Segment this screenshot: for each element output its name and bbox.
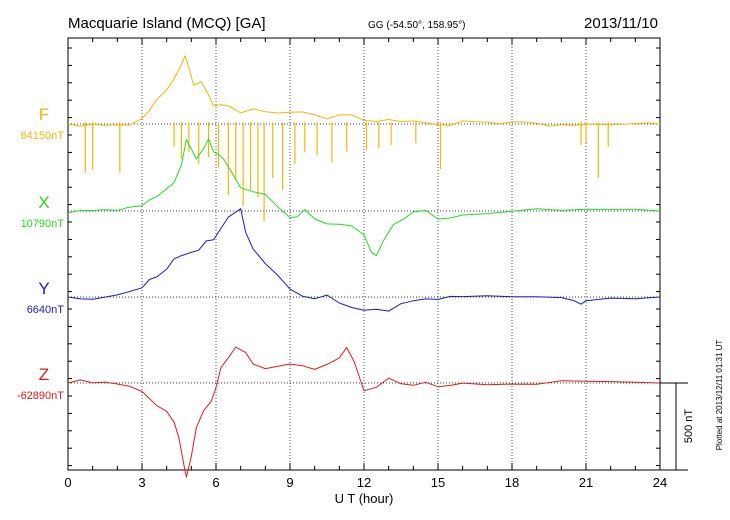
series-line-Z xyxy=(67,346,661,478)
grid-lines xyxy=(68,38,660,470)
x-tick-label-12: 12 xyxy=(357,475,371,490)
series-line-Y xyxy=(67,208,661,312)
scale-bar: 500 nT xyxy=(660,382,695,471)
station-coordinates: GG (-54.50°, 158.95°) xyxy=(368,20,466,31)
x-tick-label-0: 0 xyxy=(64,475,71,490)
x-tick-label-24: 24 xyxy=(653,475,667,490)
x-tick-label-3: 3 xyxy=(138,475,145,490)
axis-ticks: 0 3 6 9 12 15 18 21 24 xyxy=(64,38,667,490)
series-line-X xyxy=(67,138,661,257)
series-name-X: X xyxy=(38,193,49,212)
series-name-F: F xyxy=(39,105,49,124)
x-tick-label-15: 15 xyxy=(431,475,445,490)
x-tick-label-9: 9 xyxy=(286,475,293,490)
x-tick-label-21: 21 xyxy=(579,475,593,490)
plotted-timestamp: Plotted at 2013/12/11 01:31 UT xyxy=(715,340,724,451)
x-tick-label-6: 6 xyxy=(212,475,219,490)
series-line-F xyxy=(67,55,661,127)
series-baseline-Z: -62890nT xyxy=(17,390,64,402)
series-labels: F 64150nT X 10790nT Y 6640nT Z -62890nT xyxy=(17,105,64,402)
series-baseline-F: 64150nT xyxy=(21,130,65,142)
series-baseline-Y: 6640nT xyxy=(27,304,65,316)
series-baseline-X: 10790nT xyxy=(21,218,65,230)
chart-title: Macquarie Island (MCQ) [GA] xyxy=(68,15,266,32)
x-axis-label: U T (hour) xyxy=(335,491,394,506)
chart-date: 2013/11/10 xyxy=(584,15,658,32)
series-group xyxy=(67,55,661,478)
scale-bar-label: 500 nT xyxy=(683,409,695,444)
x-tick-label-18: 18 xyxy=(505,475,519,490)
series-name-Z: Z xyxy=(39,365,49,384)
series-name-Y: Y xyxy=(38,279,49,298)
